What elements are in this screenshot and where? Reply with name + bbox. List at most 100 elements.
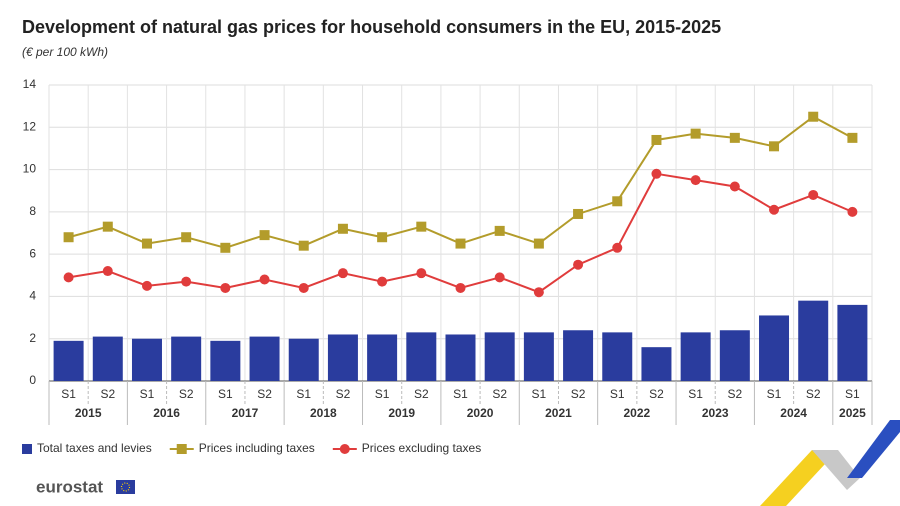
- marker: [729, 181, 740, 192]
- group-label: 2024: [780, 406, 807, 420]
- y-tick-label: 14: [23, 77, 37, 91]
- group-label: 2020: [467, 406, 494, 420]
- bar: [92, 336, 123, 381]
- bar: [563, 330, 594, 381]
- y-tick-label: 8: [29, 204, 36, 218]
- group-label: 2023: [702, 406, 729, 420]
- marker: [298, 240, 309, 251]
- group-label: 2022: [624, 406, 651, 420]
- x-tick-label: S1: [532, 387, 547, 401]
- x-tick-label: S2: [492, 387, 507, 401]
- chart-subtitle: (€ per 100 kWh): [22, 45, 108, 59]
- x-tick-label: S2: [257, 387, 272, 401]
- marker: [573, 259, 584, 270]
- marker: [533, 238, 544, 249]
- bar: [641, 347, 672, 381]
- x-tick-label: S2: [727, 387, 742, 401]
- marker: [102, 221, 113, 232]
- logo-text: eurostat: [36, 477, 103, 496]
- x-tick-label: S1: [767, 387, 782, 401]
- bar: [837, 304, 868, 381]
- y-tick-label: 10: [23, 162, 37, 176]
- marker: [651, 168, 662, 179]
- y-tick-label: 6: [29, 246, 36, 260]
- group-label: 2019: [388, 406, 415, 420]
- marker: [808, 111, 819, 122]
- x-tick-label: S1: [218, 387, 233, 401]
- logo: eurostat: [36, 477, 135, 496]
- stripe: [847, 420, 900, 478]
- bar: [680, 332, 711, 381]
- eu-flag: [116, 480, 135, 494]
- marker: [337, 223, 348, 234]
- bar: [406, 332, 437, 381]
- marker: [455, 282, 466, 293]
- legend-swatch: [22, 444, 32, 454]
- stripe: [812, 450, 860, 490]
- x-tick-label: S1: [296, 387, 311, 401]
- bar: [53, 340, 84, 381]
- y-tick-label: 12: [23, 119, 37, 133]
- x-tick-label: S1: [688, 387, 703, 401]
- marker: [769, 141, 780, 152]
- marker: [63, 232, 74, 243]
- marker: [259, 274, 270, 285]
- marker: [377, 232, 388, 243]
- marker: [181, 276, 192, 287]
- legend-marker: [339, 444, 350, 454]
- marker: [729, 132, 740, 143]
- legend-marker: [176, 444, 187, 454]
- group-label: 2016: [153, 406, 180, 420]
- bar: [367, 334, 398, 381]
- bar: [798, 300, 829, 381]
- x-tick-label: S1: [845, 387, 860, 401]
- marker: [455, 238, 466, 249]
- marker: [690, 128, 701, 139]
- y-tick-label: 4: [29, 289, 36, 303]
- x-tick-label: S1: [61, 387, 76, 401]
- bar: [131, 338, 162, 381]
- marker: [259, 230, 270, 241]
- marker: [63, 272, 74, 283]
- legend-label: Total taxes and levies: [37, 441, 152, 455]
- marker: [494, 225, 505, 236]
- bar: [759, 315, 790, 381]
- bar: [445, 334, 476, 381]
- bar: [249, 336, 280, 381]
- marker: [102, 266, 113, 277]
- marker: [533, 287, 544, 298]
- marker: [141, 280, 152, 291]
- bar: [210, 340, 241, 381]
- bar: [484, 332, 515, 381]
- x-tick-label: S1: [453, 387, 468, 401]
- bar: [523, 332, 554, 381]
- x-tick-label: S2: [649, 387, 664, 401]
- marker: [181, 232, 192, 243]
- x-tick-label: S2: [179, 387, 194, 401]
- x-tick-label: S2: [414, 387, 429, 401]
- chart-title: Development of natural gas prices for ho…: [22, 17, 721, 37]
- marker: [220, 282, 231, 293]
- x-tick-label: S2: [806, 387, 821, 401]
- bar: [327, 334, 358, 381]
- x-tick-label: S2: [336, 387, 351, 401]
- x-tick-label: S1: [375, 387, 390, 401]
- marker: [141, 238, 152, 249]
- marker: [573, 208, 584, 219]
- x-tick-label: S2: [571, 387, 586, 401]
- marker: [808, 189, 819, 200]
- x-tick-label: S1: [140, 387, 155, 401]
- bar: [719, 330, 750, 381]
- marker: [690, 175, 701, 186]
- marker: [337, 268, 348, 279]
- eu-stars: [120, 482, 131, 492]
- marker: [847, 132, 858, 143]
- bar: [602, 332, 633, 381]
- marker: [651, 134, 662, 145]
- group-label: 2025: [839, 406, 866, 420]
- marker: [416, 268, 427, 279]
- x-tick-label: S2: [100, 387, 115, 401]
- bar: [288, 338, 319, 381]
